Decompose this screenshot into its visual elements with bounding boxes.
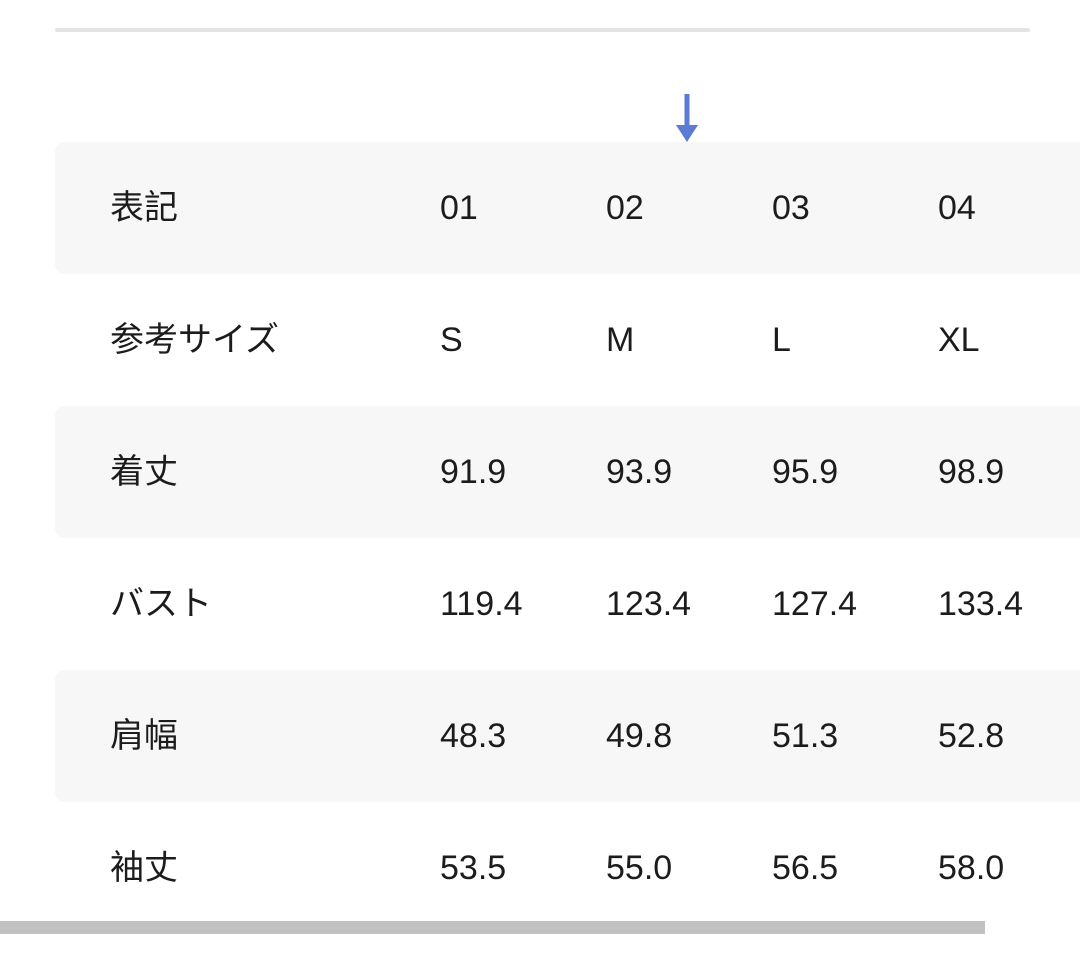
size-cell: 55.0: [606, 849, 673, 887]
size-cell: 49.8: [606, 717, 673, 755]
down-arrow-icon: [676, 94, 698, 142]
size-cell: 98.9: [938, 453, 1005, 491]
size-cell: 119.4: [440, 585, 523, 623]
size-cell: 58.0: [938, 849, 1005, 887]
size-cell: 51.3: [772, 717, 839, 755]
size-cell: 123.4: [606, 585, 692, 623]
row-label: 着丈: [110, 453, 178, 491]
size-cell: 127.4: [772, 585, 858, 623]
table-row-notation: 表記 01 02 03 04: [55, 142, 1080, 274]
table-row-shoulder-width: 肩幅 48.3 49.8 51.3 52.8: [55, 670, 1080, 802]
row-label: 表記: [110, 189, 178, 227]
size-cell: S: [440, 321, 463, 359]
row-label: 肩幅: [110, 717, 178, 755]
size-cell: 48.3: [440, 717, 507, 755]
size-cell: 52.8: [938, 717, 1005, 755]
table-row-sleeve-length: 袖丈 53.5 55.0 56.5 58.0: [55, 802, 1080, 934]
table-row-reference-size: 参考サイズ S M L XL: [55, 274, 1080, 406]
table-row-bust: バスト 119.4 123.4 127.4 133.4: [55, 538, 1080, 670]
horizontal-scrollbar-thumb[interactable]: [0, 921, 985, 934]
size-cell: M: [606, 321, 635, 359]
row-label: 参考サイズ: [110, 321, 279, 359]
size-cell: 04: [938, 189, 976, 227]
size-cell: 93.9: [606, 453, 673, 491]
row-label: バスト: [110, 585, 212, 623]
size-cell: 02: [606, 189, 644, 227]
size-cell: 133.4: [938, 585, 1024, 623]
size-cell: L: [772, 321, 791, 359]
size-cell: XL: [938, 321, 980, 359]
size-cell: 95.9: [772, 453, 839, 491]
size-chart-table[interactable]: 表記 01 02 03 04 参考サイズ S M L XL 着丈 91.9 93…: [55, 142, 1080, 934]
row-label: 袖丈: [110, 849, 178, 887]
size-cell: 91.9: [440, 453, 507, 491]
section-divider: [55, 28, 1030, 32]
size-cell: 01: [440, 189, 478, 227]
size-cell: 56.5: [772, 849, 839, 887]
table-row-body-length: 着丈 91.9 93.9 95.9 98.9: [55, 406, 1080, 538]
size-cell: 03: [772, 189, 810, 227]
size-cell: 53.5: [440, 849, 507, 887]
